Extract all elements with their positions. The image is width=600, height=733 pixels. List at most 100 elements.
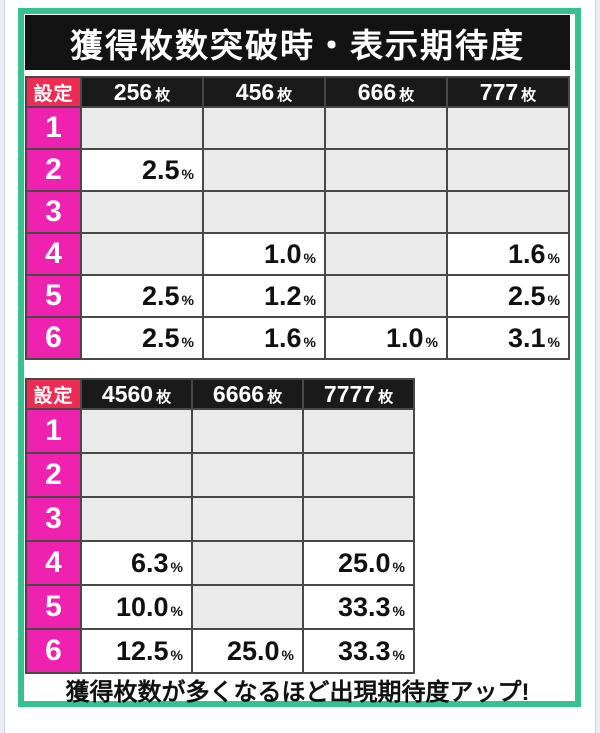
coin-count-header: 6666 枚	[191, 378, 304, 410]
coin-count-unit: 枚	[155, 86, 171, 104]
percentage-value: 33.3	[337, 591, 391, 622]
percentage-value: 6.3	[131, 547, 169, 578]
coin-count-header: 7777 枚	[302, 378, 415, 410]
table-row: 4 1.0% 1.6%	[25, 232, 570, 276]
percentage-value: 2.5	[142, 280, 180, 311]
empty-value-cell	[191, 540, 304, 586]
percent-sign: %	[170, 646, 183, 663]
table-row: 6 2.5% 1.6% 1.0% 3.1%	[25, 316, 570, 360]
empty-value-cell	[80, 106, 204, 150]
coin-count-number: 256	[113, 78, 153, 105]
setting-number-cell: 4	[25, 540, 82, 586]
table-row: 3	[25, 190, 570, 234]
empty-value-cell	[324, 148, 448, 192]
page-title: 獲得枚数突破時・表示期待度	[25, 15, 570, 70]
setting-column-header: 設定	[25, 76, 82, 108]
setting-number-cell: 5	[25, 584, 82, 630]
coin-count-unit: 枚	[399, 86, 415, 104]
empty-value-cell	[446, 190, 570, 234]
expectation-table-2: 設定 4560 枚 6666 枚 7777 枚 1 2 3 4 6.3% 25.0% 5 10.0% 33.3…	[25, 378, 415, 674]
setting-column-header: 設定	[25, 378, 82, 410]
percent-sign: %	[392, 646, 405, 663]
empty-value-cell	[80, 232, 204, 276]
coin-count-number: 777	[479, 78, 519, 105]
coin-count-unit: 枚	[156, 388, 172, 406]
empty-value-cell	[324, 106, 448, 150]
percentage-value-cell: 6.3%	[80, 540, 193, 586]
setting-number-cell: 1	[25, 408, 82, 454]
empty-value-cell	[302, 452, 415, 498]
percentage-value: 2.5	[142, 322, 180, 353]
empty-value-cell	[202, 148, 326, 192]
table-row: 3	[25, 496, 415, 542]
table-row: 4 6.3% 25.0%	[25, 540, 415, 586]
coin-count-unit: 枚	[267, 388, 283, 406]
percentage-value-cell: 1.6%	[202, 316, 326, 360]
percentage-value-cell: 25.0%	[302, 540, 415, 586]
percentage-value: 2.5	[142, 154, 180, 185]
percent-sign: %	[392, 602, 405, 619]
frame-inner: 獲得枚数突破時・表示期待度 設定 256 枚 456 枚 666 枚 777 枚 1 2 2.5% 3 4…	[24, 14, 575, 706]
percentage-value-cell: 2.5%	[80, 274, 204, 318]
coin-count-header: 256 枚	[80, 76, 204, 108]
empty-value-cell	[202, 190, 326, 234]
header-row: 設定 256 枚 456 枚 666 枚 777 枚	[25, 76, 570, 108]
percent-sign: %	[392, 558, 405, 575]
coin-count-number: 456	[235, 78, 275, 105]
empty-value-cell	[80, 190, 204, 234]
percentage-value-cell: 1.6%	[446, 232, 570, 276]
percentage-value-cell: 10.0%	[80, 584, 193, 630]
setting-number-cell: 6	[25, 628, 82, 674]
empty-value-cell	[191, 584, 304, 630]
empty-value-cell	[191, 452, 304, 498]
percentage-value: 3.1	[508, 322, 546, 353]
coin-count-unit: 枚	[521, 86, 537, 104]
percentage-value: 1.6	[264, 322, 302, 353]
setting-number-cell: 4	[25, 232, 82, 276]
empty-value-cell	[324, 274, 448, 318]
percent-sign: %	[181, 165, 194, 182]
empty-value-cell	[202, 106, 326, 150]
table-row: 1	[25, 106, 570, 150]
percentage-value-cell: 33.3%	[302, 628, 415, 674]
setting-number-cell: 3	[25, 190, 82, 234]
coin-count-header: 456 枚	[202, 76, 326, 108]
percent-sign: %	[303, 291, 316, 308]
percent-sign: %	[547, 291, 560, 308]
percentage-value-cell: 1.0%	[202, 232, 326, 276]
percentage-value-cell: 2.5%	[80, 148, 204, 192]
percent-sign: %	[170, 558, 183, 575]
percentage-value: 1.0	[264, 238, 302, 269]
setting-number-cell: 5	[25, 274, 82, 318]
percent-sign: %	[170, 602, 183, 619]
percent-sign: %	[547, 333, 560, 350]
percentage-value: 25.0	[226, 635, 280, 666]
percentage-value-cell: 2.5%	[80, 316, 204, 360]
percent-sign: %	[547, 249, 560, 266]
percentage-value-cell: 2.5%	[446, 274, 570, 318]
empty-value-cell	[324, 232, 448, 276]
coin-count-unit: 枚	[277, 86, 293, 104]
tables-container: 設定 256 枚 456 枚 666 枚 777 枚 1 2 2.5% 3 4 1.0% 1.6% 5 2.5% 1…	[25, 76, 575, 674]
percentage-value-cell: 1.0%	[324, 316, 448, 360]
empty-value-cell	[191, 496, 304, 542]
table-row: 2 2.5%	[25, 148, 570, 192]
percent-sign: %	[281, 646, 294, 663]
percent-sign: %	[303, 333, 316, 350]
coin-count-number: 7777	[323, 380, 376, 407]
header-row: 設定 4560 枚 6666 枚 7777 枚	[25, 378, 415, 410]
coin-count-number: 4560	[101, 380, 154, 407]
percentage-value: 10.0	[115, 591, 169, 622]
table-row: 6 12.5% 25.0% 33.3%	[25, 628, 415, 674]
percentage-value: 1.6	[508, 238, 546, 269]
percentage-value: 1.2	[264, 280, 302, 311]
setting-number-cell: 6	[25, 316, 82, 360]
empty-value-cell	[80, 496, 193, 542]
empty-value-cell	[80, 452, 193, 498]
percent-sign: %	[425, 333, 438, 350]
coin-count-header: 777 枚	[446, 76, 570, 108]
setting-number-cell: 1	[25, 106, 82, 150]
table-row: 5 10.0% 33.3%	[25, 584, 415, 630]
setting-number-cell: 3	[25, 496, 82, 542]
empty-value-cell	[302, 408, 415, 454]
